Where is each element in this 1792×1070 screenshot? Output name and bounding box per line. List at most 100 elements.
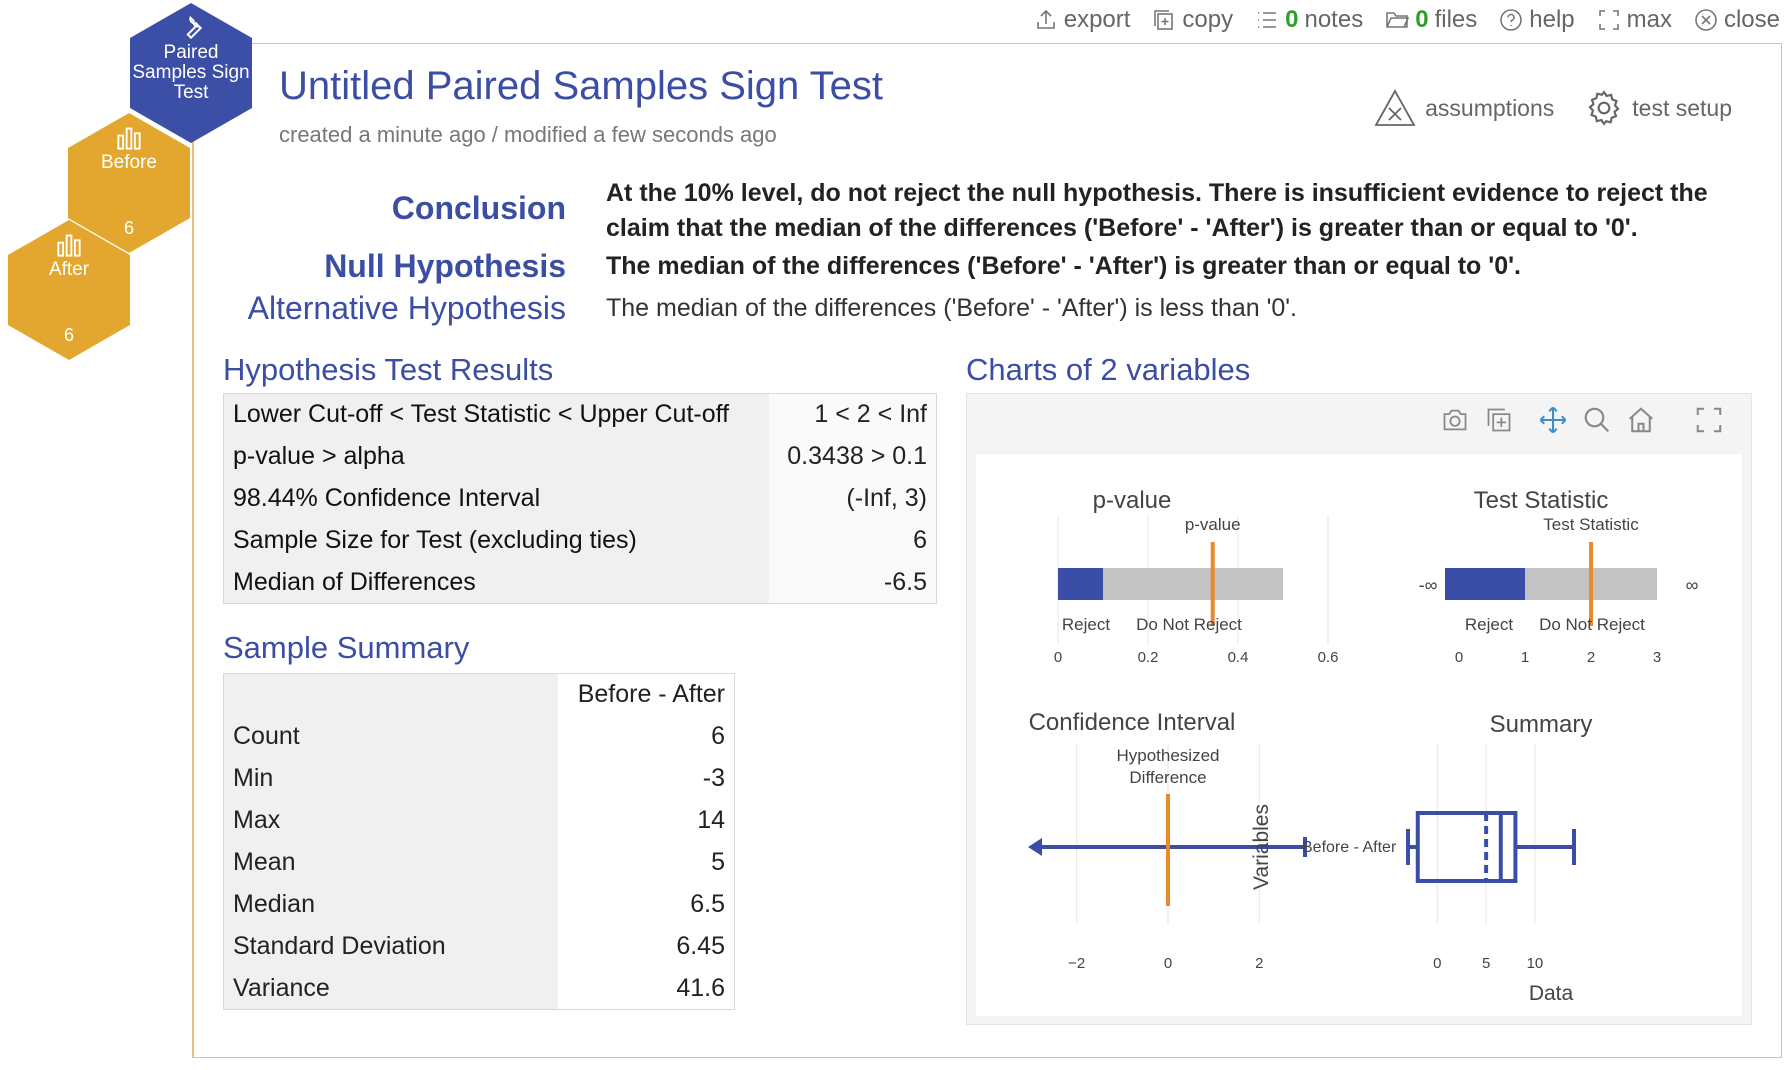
teststat-marker-label: Test Statistic: [1543, 515, 1639, 534]
bar-chart-icon: [57, 234, 81, 257]
table-row: p-value > alpha 0.3438 > 0.1: [223, 435, 937, 478]
box-x-tick: 0: [1433, 955, 1441, 972]
assumptions-label: assumptions: [1425, 94, 1555, 121]
table-row: Median 6.5: [223, 883, 735, 926]
close-icon: [1695, 9, 1717, 31]
close-label: close: [1723, 6, 1780, 33]
help-icon: [1500, 9, 1523, 31]
row-label: Max: [223, 799, 558, 842]
warning-triangle-icon: [1374, 89, 1416, 126]
row-label: Median of Differences: [223, 561, 769, 604]
pvalue-x-tick: 0.6: [1318, 649, 1339, 666]
pvalue-x-tick: 0: [1054, 649, 1062, 666]
row-label: Min: [223, 757, 558, 800]
test-setup-button[interactable]: test setup: [1584, 88, 1732, 128]
row-value: 14: [557, 799, 735, 842]
pvalue-reject-label: Reject: [1062, 615, 1110, 634]
pvalue-chart-title: p-value: [1093, 487, 1172, 514]
box-x-tick: 10: [1527, 955, 1544, 972]
conclusion-text: At the 10% level, do not reject the null…: [606, 179, 1708, 242]
null-hypothesis-label: Null Hypothesis: [324, 248, 566, 284]
row-label: Median: [223, 883, 558, 926]
null-hypothesis-text: The median of the differences ('Before' …: [606, 252, 1521, 280]
magnifier-icon: [1584, 407, 1610, 433]
table-row: Count 6: [223, 715, 735, 758]
ci-left-arrow: [1028, 838, 1042, 856]
pvalue-do-not-reject-label: Do Not Reject: [1136, 615, 1242, 634]
row-value: 6: [557, 715, 735, 758]
copy-chart-button[interactable]: [1484, 405, 1514, 435]
chart-toolbar: [1440, 405, 1724, 435]
hex-after-label: After: [48, 259, 90, 280]
summary-title: Sample Summary: [223, 630, 470, 665]
notes-button[interactable]: 0 notes: [1255, 6, 1363, 34]
results-title: Hypothesis Test Results: [223, 352, 554, 387]
row-label: p-value > alpha: [223, 435, 769, 478]
zoom-button[interactable]: [1582, 405, 1612, 435]
max-button[interactable]: max: [1597, 6, 1672, 34]
row-label: Lower Cut-off < Test Statistic < Upper C…: [223, 393, 769, 436]
row-label: 98.44% Confidence Interval: [223, 477, 769, 520]
ci-x-tick: −2: [1068, 955, 1085, 972]
table-row: Min -3: [223, 757, 735, 800]
page-title[interactable]: Untitled Paired Samples Sign Test: [279, 64, 884, 108]
bar-chart-icon: [117, 127, 141, 150]
help-label: help: [1529, 6, 1575, 33]
top-toolbar: export copy 0 notes 0 files help max clo…: [1034, 6, 1780, 34]
notes-label: notes: [1304, 6, 1364, 33]
reset-axes-button[interactable]: [1626, 405, 1656, 435]
copy-label: copy: [1182, 6, 1234, 33]
table-row: Sample Size for Test (excluding ties) 6: [223, 519, 937, 562]
gear-icon: [1588, 90, 1620, 126]
max-label: max: [1626, 6, 1672, 33]
teststat-x-tick: 0: [1455, 649, 1463, 666]
export-label: export: [1063, 6, 1131, 33]
ci-marker-label-line2: Difference: [1129, 768, 1206, 787]
conclusion-label: Conclusion: [391, 190, 566, 226]
teststat-reject-bar: [1445, 568, 1525, 600]
chart-plot-area: 0 0.2 0.4 0.6 p-value p-value Reject Do Not Rej…: [976, 454, 1742, 1016]
teststat-x-tick: 3: [1653, 649, 1661, 666]
table-row: Mean 5: [223, 841, 735, 884]
row-label: Count: [223, 715, 558, 758]
close-button[interactable]: close: [1694, 6, 1780, 34]
alternative-hypothesis-label: Alternative Hypothesis: [247, 290, 566, 326]
camera-button[interactable]: [1440, 405, 1470, 435]
box-chart-title: Summary: [1490, 711, 1593, 738]
row-value: -6.5: [768, 561, 937, 604]
pvalue-marker-label: p-value: [1185, 515, 1241, 534]
box-x-tick: 5: [1482, 955, 1490, 972]
copy-button[interactable]: copy: [1152, 6, 1233, 34]
teststat-chart-title: Test Statistic: [1474, 487, 1609, 514]
wrench-icon: [186, 15, 203, 40]
table-row: Standard Deviation 6.45: [223, 925, 735, 968]
assumptions-button[interactable]: assumptions: [1373, 88, 1554, 128]
table-row: Max 14: [223, 799, 735, 842]
row-label: Variance: [223, 967, 558, 1010]
header-blank: [223, 673, 558, 716]
upload-icon: [1036, 9, 1055, 29]
maximize-icon: [1598, 10, 1619, 30]
alternative-hypothesis-text: The median of the differences ('Before' …: [606, 294, 1298, 322]
copy-plus-icon: [1487, 408, 1511, 432]
copy-icon: [1154, 10, 1174, 30]
fullscreen-button[interactable]: [1694, 405, 1724, 435]
export-button[interactable]: export: [1034, 6, 1131, 34]
row-value: (-Inf, 3): [768, 477, 937, 520]
pan-button[interactable]: [1538, 405, 1568, 435]
notes-count: 0: [1285, 6, 1299, 33]
hex-after-count: 6: [63, 325, 74, 345]
hex-before-count: 6: [123, 218, 134, 238]
files-button[interactable]: 0 files: [1385, 6, 1477, 34]
box-y-axis-title: Variables: [1250, 804, 1273, 890]
pvalue-do-not-reject-bar: [1103, 568, 1283, 600]
column-header: Before - After: [557, 673, 735, 716]
hex-main-label: Paired Samples Sign Test: [132, 42, 250, 103]
table-header-row: Before - After: [223, 673, 735, 716]
pvalue-reject-bar: [1058, 568, 1103, 600]
help-button[interactable]: help: [1499, 6, 1575, 34]
row-value: 6: [768, 519, 937, 562]
teststat-x-tick: 1: [1521, 649, 1529, 666]
charts-svg: 0 0.2 0.4 0.6 p-value p-value Reject Do Not Rej…: [1028, 487, 1699, 1005]
row-value: 5: [557, 841, 735, 884]
